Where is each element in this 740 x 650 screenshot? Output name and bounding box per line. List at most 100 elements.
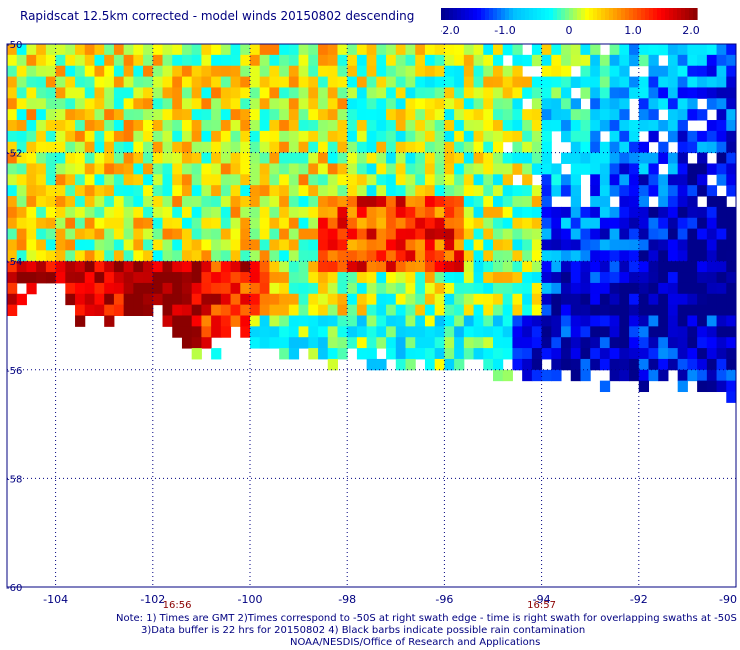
heatmap-cell — [706, 217, 718, 230]
heatmap-cell — [250, 174, 261, 186]
heatmap-cell — [473, 337, 484, 349]
heatmap-cell — [201, 293, 212, 306]
heatmap-cell — [473, 206, 484, 219]
heatmap-cell — [318, 239, 329, 251]
colorbar-segment — [493, 8, 498, 20]
heatmap-cell — [667, 54, 679, 67]
heatmap-cell — [26, 120, 37, 132]
heatmap-cell — [716, 152, 727, 164]
heatmap-cell — [726, 163, 737, 175]
heatmap-cell — [376, 76, 387, 88]
heatmap-cell — [580, 141, 591, 154]
heatmap-cell — [259, 196, 270, 208]
heatmap-cell — [667, 282, 679, 295]
heatmap-cell — [298, 87, 309, 99]
heatmap-cell — [201, 76, 212, 88]
heatmap-cell — [658, 141, 669, 154]
heatmap-cell — [123, 54, 134, 67]
heatmap-cell — [424, 163, 436, 175]
heatmap-cell — [405, 196, 416, 208]
heatmap-cell — [531, 196, 543, 208]
heatmap-cell — [716, 44, 727, 56]
heatmap-cell — [454, 98, 465, 110]
heatmap-cell — [16, 141, 27, 154]
heatmap-cell — [279, 174, 290, 186]
heatmap-cell — [570, 98, 581, 110]
heatmap-cell — [308, 120, 319, 132]
heatmap-cell — [16, 196, 27, 208]
heatmap-cell — [55, 250, 66, 262]
heatmap-cell — [395, 196, 407, 208]
heatmap-cell — [250, 163, 261, 175]
heatmap-cell — [259, 174, 270, 186]
grid-lines — [7, 44, 736, 587]
heatmap-cell — [561, 65, 572, 78]
heatmap-cell — [541, 348, 552, 360]
heatmap-cell — [104, 141, 115, 154]
colorbar-segment — [589, 8, 594, 20]
heatmap-cell — [706, 44, 718, 56]
heatmap-cell — [502, 65, 513, 78]
heatmap-cell — [113, 293, 125, 306]
heatmap-cell — [318, 185, 329, 197]
heatmap-cell — [697, 185, 708, 197]
heatmap-cell — [16, 54, 27, 67]
heatmap-cell — [493, 120, 504, 132]
heatmap-cell — [541, 141, 552, 154]
heatmap-cell — [561, 44, 572, 56]
heatmap-cell — [104, 228, 115, 240]
heatmap-cell — [288, 239, 300, 251]
heatmap-cell — [658, 65, 669, 78]
heatmap-cell — [502, 185, 513, 197]
heatmap-cell — [337, 315, 348, 327]
heatmap-cell — [327, 358, 338, 371]
heatmap-cell — [104, 130, 115, 143]
heatmap-cell — [386, 152, 397, 164]
heatmap-cell — [279, 315, 290, 327]
heatmap-cell — [84, 250, 95, 262]
heatmap-cell — [638, 261, 650, 273]
heatmap-cell — [687, 348, 698, 360]
heatmap-cell — [308, 206, 319, 219]
heatmap-cell — [648, 250, 659, 262]
heatmap-cell — [706, 304, 718, 316]
heatmap-cell — [143, 293, 154, 306]
heatmap-cell — [493, 185, 504, 197]
heatmap-cell — [648, 185, 659, 197]
heatmap-cell — [269, 109, 280, 121]
heatmap-cell — [551, 228, 562, 240]
heatmap-cell — [240, 87, 251, 99]
heatmap-cell — [590, 206, 601, 219]
heatmap-cell — [561, 239, 572, 251]
heatmap-cell — [590, 326, 601, 338]
heatmap-cell — [337, 326, 348, 338]
heatmap-cell — [191, 54, 202, 67]
heatmap-cell — [444, 358, 455, 371]
x-tick-label: -90 — [719, 593, 737, 606]
heatmap-cell — [201, 44, 212, 56]
heatmap-cell — [84, 120, 95, 132]
heatmap-cell — [250, 326, 261, 338]
heatmap-cell — [502, 250, 513, 262]
heatmap-cell — [541, 98, 552, 110]
heatmap-cell — [444, 348, 455, 360]
heatmap-cell — [104, 304, 115, 316]
colorbar-segment — [461, 8, 466, 20]
heatmap-cell — [638, 293, 650, 306]
heatmap-cell — [599, 250, 611, 262]
heatmap-cell — [113, 272, 125, 284]
heatmap-cell — [279, 109, 290, 121]
heatmap-cell — [493, 369, 504, 382]
heatmap-cell — [551, 163, 562, 175]
heatmap-cell — [599, 54, 611, 67]
heatmap-cell — [697, 337, 708, 349]
heatmap-cell — [133, 304, 144, 316]
heatmap-cell — [405, 65, 416, 78]
heatmap-cell — [454, 54, 465, 67]
heatmap-cell — [697, 304, 708, 316]
heatmap-cell — [619, 293, 630, 306]
heatmap-cell — [454, 109, 465, 121]
heatmap-cell — [444, 326, 455, 338]
heatmap-cell — [454, 87, 465, 99]
heatmap-cell — [181, 272, 193, 284]
